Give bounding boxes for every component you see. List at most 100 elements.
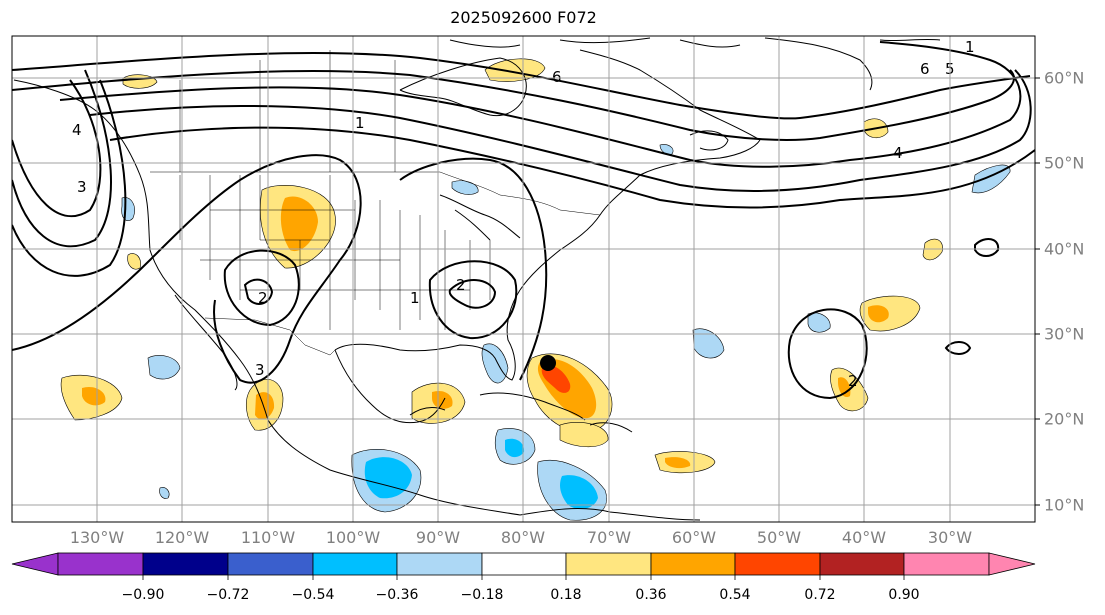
contours [12,41,1035,400]
lon-label: 110°W [240,528,296,547]
svg-text:3: 3 [255,361,265,379]
lat-label: 30°N [1044,324,1085,344]
coast-great-lakes [439,194,521,241]
positive-shading-strong [541,365,571,393]
colorbar-bin [565,552,652,576]
contour-atlantic-small [944,341,972,355]
coast-arctic-islands [449,37,741,48]
coast-hispaniola [589,422,633,433]
colorbar-tick-label: −0.36 [375,587,419,603]
svg-text:1: 1 [965,38,975,56]
neg-florida [481,343,509,384]
colorbar-tick-label: −0.18 [460,587,504,603]
contour-pacific-3 [12,79,127,277]
svg-text:2: 2 [848,372,858,390]
colorbar-bin [734,552,821,576]
lat-label: 60°N [1044,68,1085,88]
colorbar-bin [396,552,483,576]
shade-atlantic-40n [922,238,943,261]
colorbar [11,552,1036,580]
coast-labrador [579,49,761,141]
contour-jet-2 [12,69,1015,141]
colorbar-bin [57,552,144,576]
storm-center-marker [540,355,556,371]
border-us-canada [150,171,601,216]
svg-text:6: 6 [920,60,930,78]
shade-bahamas-strong [541,365,571,393]
lat-label: 10°N [1044,495,1085,515]
map-frame [11,35,1036,523]
contour-pacific-1 [12,79,102,217]
neg-mexico-pacific [147,355,181,380]
neg-atlantic-32n [807,312,831,333]
negative-shading [121,144,1011,521]
colorbar-bin [312,552,398,576]
colorbar-bin [142,552,229,576]
lon-label: 40°W [841,528,887,547]
coast-baja [174,294,238,391]
svg-text:4: 4 [893,144,903,162]
lon-label: 130°W [69,528,125,547]
shade-atlantic-30n [859,295,921,332]
shade-atlantic-30n-mid [868,305,889,323]
svg-text:2: 2 [456,276,466,294]
coast-yucatan [409,407,446,416]
tick-marks [1035,77,1040,506]
colorbar-bin [903,552,990,576]
colorbar-extend-high [988,552,1036,576]
contour-jet-5 [109,126,1035,209]
lon-label: 70°W [586,528,632,547]
neg-small-2 [659,144,674,155]
shade-mexico-mid [255,392,275,420]
neg-pacific-nw [121,197,135,221]
colorbar-bin [481,552,567,576]
lon-label: 30°W [927,528,973,547]
map-title: 2025092600 F072 [450,8,597,27]
coast-newfoundland [689,130,729,151]
neg-great-lakes [451,180,479,195]
colorbar-tick-label: 0.72 [804,587,836,603]
contour-east-coast [399,157,548,381]
coast-west-na [13,79,521,516]
colorbar-bin [227,552,314,576]
lat-label: 50°N [1044,153,1085,173]
colorbar-bin [819,552,905,576]
svg-text:6: 6 [552,68,562,86]
svg-text:1: 1 [410,289,420,307]
lon-label: 120°W [154,528,210,547]
colorbar-tick-label: 0.36 [635,587,667,603]
coastlines [13,37,941,521]
positive-shading [60,58,943,474]
shade-hudson [122,74,158,89]
lon-label: 80°W [500,528,546,547]
contour-east-low-2 [448,279,497,309]
borders [150,50,601,356]
negative-shading-mid [364,438,598,510]
coast-mexico-gulf [334,349,446,424]
contour-low-1 [223,249,300,327]
contour-low-2 [243,278,274,305]
shade-caribbean [559,422,609,448]
lon-label: 50°W [756,528,802,547]
border-provinces [179,50,396,172]
contour-jet-3 [59,41,1022,168]
svg-text:4: 4 [72,121,82,139]
colorbar-extend-low [11,552,59,576]
neg-caribbean-mid-mid [505,438,525,458]
coast-hudson-bay [399,57,527,117]
svg-text:2: 2 [258,289,268,307]
border-states [179,175,491,330]
gridlines [12,36,1035,522]
contour-east-low [428,260,518,340]
coast-greenland [764,37,941,91]
neg-central-america-mid [364,457,412,499]
shade-east-caribbean-mid [665,457,691,469]
coast-cuba [479,392,586,421]
shade-gulf-mid [432,390,453,409]
contour-jet-4 [89,69,1032,193]
neg-small-1 [159,487,170,499]
contour-jet-1 [12,51,1031,120]
lon-label: 100°W [325,528,381,547]
colorbar-tick-label: 0.54 [719,587,751,603]
